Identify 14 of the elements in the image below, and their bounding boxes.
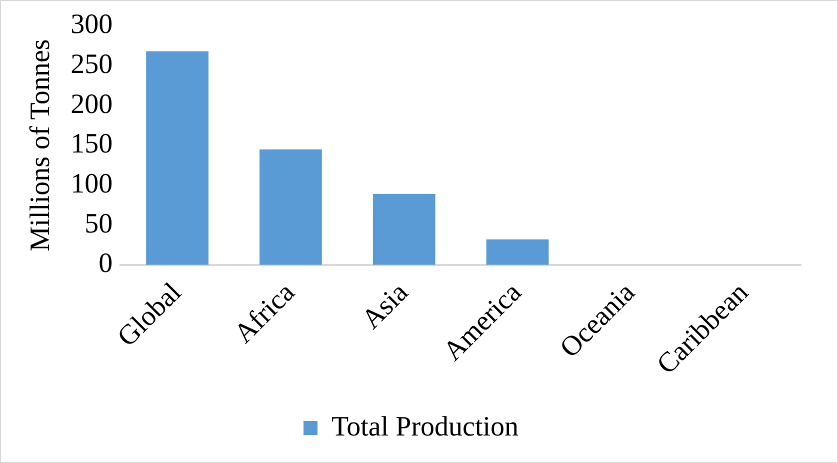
- y-tick-label: 0: [98, 248, 113, 280]
- y-tick-label: 200: [70, 88, 113, 120]
- y-tick-label: 150: [70, 128, 113, 160]
- y-tick-label: 100: [70, 168, 113, 200]
- y-tick-label: 250: [70, 49, 113, 80]
- x-tick-label: Asia: [356, 276, 415, 336]
- bar: [146, 51, 208, 265]
- y-axis-title: Millions of Tonnes: [25, 39, 56, 252]
- y-tick-label: 50: [84, 208, 113, 240]
- y-tick-label: 300: [70, 9, 113, 40]
- legend-label: Total Production: [331, 411, 519, 442]
- bar: [260, 149, 322, 265]
- bar: [486, 239, 549, 265]
- bar: [372, 194, 436, 265]
